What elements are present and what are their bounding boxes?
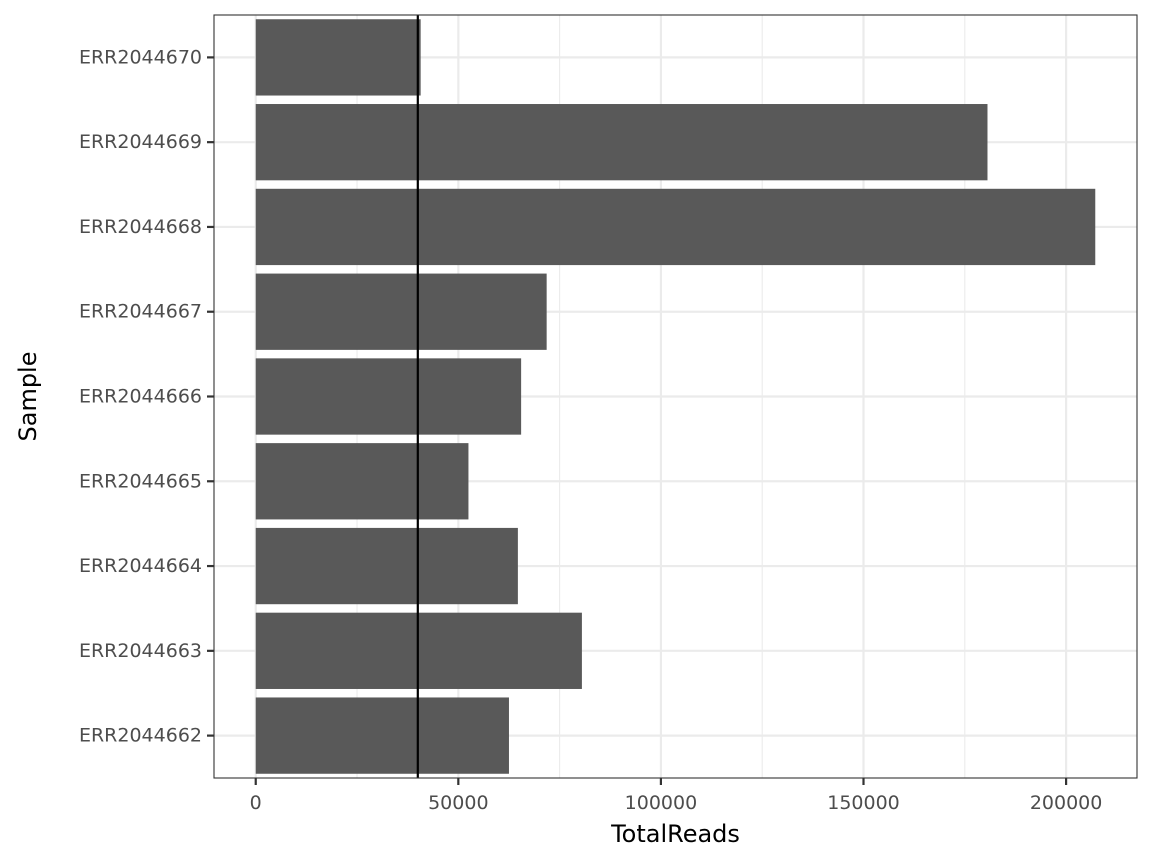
x-axis-title: TotalReads <box>610 820 740 848</box>
y-tick-label: ERR2044669 <box>79 131 202 153</box>
y-tick-label: ERR2044668 <box>79 216 202 238</box>
bar-ERR2044666 <box>255 358 522 435</box>
bar-ERR2044664 <box>255 527 518 605</box>
bar-ERR2044669 <box>255 104 988 181</box>
bar-ERR2044665 <box>255 443 469 520</box>
y-tick-label: ERR2044670 <box>79 46 202 68</box>
bar-ERR2044668 <box>255 188 1096 266</box>
y-axis-title: Sample <box>14 352 42 442</box>
bar-ERR2044670 <box>255 19 421 96</box>
y-axis: ERR2044662 ERR2044663 ERR2044664 ERR2044665… <box>79 46 214 747</box>
x-tick-label: 0 <box>250 792 262 814</box>
y-tick-label: ERR2044667 <box>79 301 202 323</box>
x-tick-label: 200000 <box>1030 792 1103 814</box>
bar-ERR2044667 <box>255 273 547 350</box>
y-tick-label: ERR2044664 <box>79 555 202 577</box>
y-tick-label: ERR2044662 <box>79 725 202 747</box>
x-tick-label: 100000 <box>625 792 698 814</box>
y-tick-label: ERR2044666 <box>79 386 202 408</box>
y-tick-label: ERR2044665 <box>79 470 202 492</box>
y-tick-label: ERR2044663 <box>79 640 202 662</box>
x-axis: 0 50000 100000 150000 200000 <box>250 778 1103 814</box>
x-tick-label: 50000 <box>428 792 488 814</box>
bar-ERR2044662 <box>255 697 509 774</box>
x-tick-label: 150000 <box>827 792 900 814</box>
